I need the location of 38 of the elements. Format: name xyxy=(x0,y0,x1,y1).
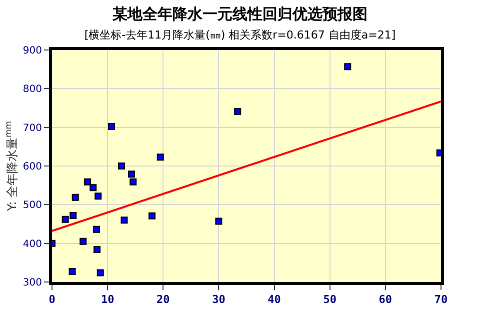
point xyxy=(70,212,77,219)
y-tick-label: 500 xyxy=(22,200,42,212)
point xyxy=(148,212,156,220)
x-tick-label: 30 xyxy=(212,293,226,306)
point xyxy=(215,218,222,225)
point xyxy=(80,238,87,245)
point xyxy=(108,123,115,130)
point xyxy=(96,269,104,276)
point xyxy=(130,178,137,186)
point xyxy=(120,216,128,224)
point xyxy=(68,268,76,276)
x-tick-label: 20 xyxy=(156,293,170,306)
point xyxy=(156,154,164,161)
y-tick-label: 700 xyxy=(22,122,42,134)
point xyxy=(344,63,352,70)
point xyxy=(118,162,125,170)
x-tick-label: 60 xyxy=(378,293,392,306)
x-tick-label: 50 xyxy=(323,293,336,306)
point xyxy=(84,178,92,186)
x-tick-label: 70 xyxy=(434,293,448,306)
point xyxy=(128,170,135,178)
point xyxy=(234,108,242,115)
chart-title: 某地全年降水一元线性回归优选预报图 xyxy=(112,5,368,24)
point xyxy=(72,194,79,201)
y-tick-label: 600 xyxy=(22,162,42,172)
y-tick-label: 800 xyxy=(22,84,42,96)
chart-subtitle: [横坐标-去年11月降水量(㎜) 相关系数r=0.6167 自由度a=21] xyxy=(84,28,396,42)
y-tick-label: 900 xyxy=(22,46,42,56)
point xyxy=(94,192,102,200)
point xyxy=(94,246,101,254)
y-tick-label: 400 xyxy=(22,238,42,250)
point xyxy=(92,226,100,233)
x-tick-label: 0 xyxy=(48,293,56,306)
x-tick-label: 10 xyxy=(100,293,114,306)
point xyxy=(90,184,97,192)
x-tick-label: 40 xyxy=(268,293,281,306)
point xyxy=(62,216,69,223)
y-tick-label: 300 xyxy=(22,278,42,288)
